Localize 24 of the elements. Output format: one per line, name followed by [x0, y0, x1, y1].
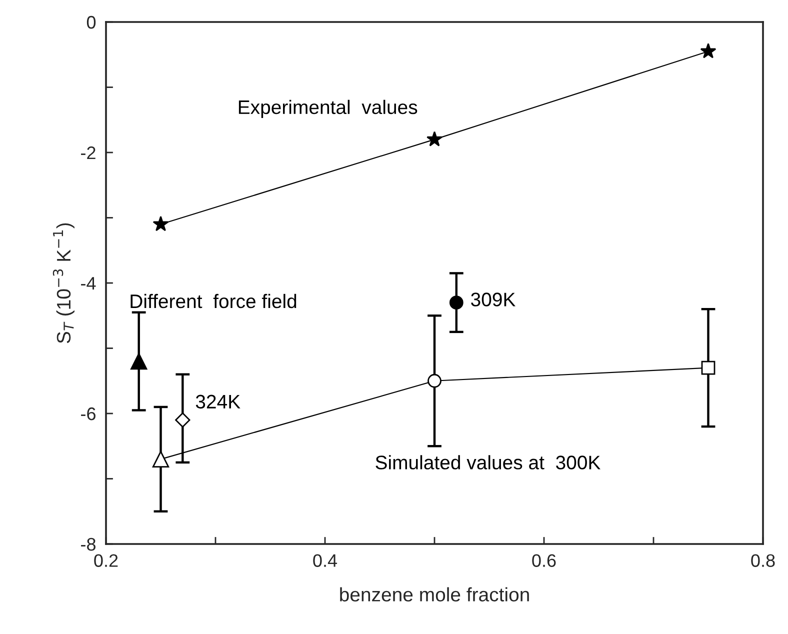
y-axis-title: S$_{T}$ (10$^{−3}$ K$^{−1}$) — [52, 223, 74, 344]
text: Different force field — [130, 294, 296, 308]
y-tick-label: -8 — [81, 538, 96, 551]
y-tick-label: -6 — [81, 407, 96, 420]
series-label: 324K — [196, 394, 240, 409]
y-tick-label: -2 — [81, 146, 96, 160]
y-tick-label: -4 — [81, 277, 96, 290]
x-tick-label: 0.4 — [313, 554, 338, 567]
point — [426, 131, 442, 146]
point — [701, 360, 716, 375]
series-label: Experimental values — [238, 100, 418, 118]
point — [152, 216, 169, 232]
x-tick-label: 0.8 — [751, 554, 775, 567]
series-label: 309K — [471, 292, 516, 306]
x-tick-label: 0.6 — [532, 554, 556, 567]
point — [175, 412, 190, 428]
point — [449, 296, 464, 310]
x-axis-title: benzene mole fraction — [340, 587, 529, 602]
text: Simulated values at 300K — [376, 455, 600, 470]
y-tick-label: 0 — [86, 16, 96, 29]
point — [130, 352, 148, 370]
x-tick-label: 0.2 — [94, 554, 118, 567]
point — [428, 374, 442, 388]
point — [700, 43, 716, 58]
